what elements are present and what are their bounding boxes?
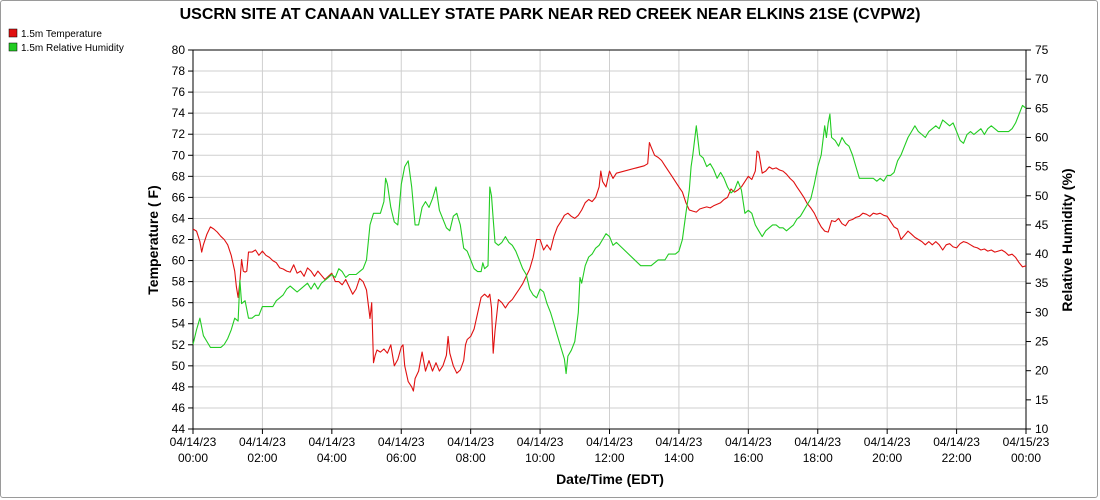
x-tick-time: 16:00 <box>733 451 763 465</box>
x-tick-date: 04/14/23 <box>933 435 980 449</box>
series-line-humidity <box>192 104 1027 375</box>
x-tick-time: 08:00 <box>456 451 486 465</box>
x-tick-time: 20:00 <box>872 451 902 465</box>
y2-tick-label: 10 <box>1035 422 1049 436</box>
y2-tick-label: 45 <box>1035 218 1049 232</box>
y-tick-label: 60 <box>172 254 186 268</box>
y2-tick-label: 30 <box>1035 305 1049 319</box>
x-axis-ticks: 04/14/23 00:00 04/14/23 02:00 04/14/23 04:00 0… <box>170 429 1050 465</box>
x-tick-date: 04/14/23 <box>378 435 425 449</box>
x-tick-date: 04/14/23 <box>447 435 494 449</box>
y2-tick-label: 25 <box>1035 335 1049 349</box>
y2-tick-label: 60 <box>1035 130 1049 144</box>
x-tick-time: 02:00 <box>247 451 277 465</box>
x-tick-date: 04/14/23 <box>864 435 911 449</box>
y-tick-label: 56 <box>172 296 186 310</box>
series-layer <box>192 104 1027 392</box>
legend-label-humidity: 1.5m Relative Humidity <box>21 43 124 54</box>
x-tick-time: 04:00 <box>317 451 347 465</box>
x-tick-time: 12:00 <box>594 451 624 465</box>
y-tick-label: 70 <box>172 148 186 162</box>
legend: 1.5m Temperature 1.5m Relative Humidity <box>8 28 124 54</box>
x-tick-date: 04/14/23 <box>794 435 841 449</box>
y-tick-label: 46 <box>172 401 186 415</box>
x-tick-time: 00:00 <box>1011 451 1041 465</box>
y-tick-label: 54 <box>172 317 186 331</box>
gridlines <box>192 49 1027 430</box>
x-tick-date: 04/14/23 <box>725 435 772 449</box>
legend-label-temperature: 1.5m Temperature <box>21 29 102 40</box>
y-tick-label: 62 <box>172 233 186 247</box>
y-axis-ticks: 44 46 48 50 52 54 56 58 60 62 64 66 68 70 72 74 76 78 80 <box>172 43 193 436</box>
y-tick-label: 68 <box>172 169 186 183</box>
y-axis-label: Temperature ( F) <box>145 185 161 294</box>
y-tick-label: 52 <box>172 338 186 352</box>
y-tick-label: 72 <box>172 127 186 141</box>
y2-tick-label: 65 <box>1035 101 1049 115</box>
y2-tick-label: 35 <box>1035 276 1049 290</box>
x-tick-date: 04/14/23 <box>170 435 217 449</box>
y2-tick-label: 70 <box>1035 72 1049 86</box>
y2-axis-ticks: 10 15 20 25 30 35 40 45 50 55 60 65 70 75 <box>1026 43 1049 436</box>
x-tick-time: 00:00 <box>178 451 208 465</box>
y2-axis-label: Relative Humidity (%) <box>1059 168 1075 311</box>
y-tick-label: 78 <box>172 64 186 78</box>
chart-title: USCRN SITE AT CANAAN VALLEY STATE PARK N… <box>180 6 921 23</box>
x-tick-date: 04/14/23 <box>586 435 633 449</box>
y2-tick-label: 40 <box>1035 247 1049 261</box>
y-tick-label: 58 <box>172 275 186 289</box>
y-tick-label: 48 <box>172 380 186 394</box>
y2-tick-label: 75 <box>1035 43 1049 57</box>
y-tick-label: 66 <box>172 190 186 204</box>
y-tick-label: 80 <box>172 43 186 57</box>
y2-tick-label: 55 <box>1035 160 1049 174</box>
y-tick-label: 50 <box>172 359 186 373</box>
y2-tick-label: 50 <box>1035 189 1049 203</box>
x-tick-time: 06:00 <box>386 451 416 465</box>
x-tick-time: 18:00 <box>803 451 833 465</box>
x-tick-date: 04/14/23 <box>656 435 703 449</box>
x-tick-time: 10:00 <box>525 451 555 465</box>
x-tick-time: 14:00 <box>664 451 694 465</box>
legend-swatch-temperature <box>8 28 18 38</box>
y-tick-label: 64 <box>172 211 186 225</box>
y-tick-label: 74 <box>172 106 186 120</box>
y2-tick-label: 15 <box>1035 393 1049 407</box>
x-tick-date: 04/14/23 <box>239 435 286 449</box>
y-tick-label: 76 <box>172 85 186 99</box>
y2-tick-label: 20 <box>1035 364 1049 378</box>
legend-swatch-humidity <box>8 42 18 52</box>
x-axis-label: Date/Time (EDT) <box>556 471 664 487</box>
y-tick-label: 44 <box>172 422 186 436</box>
x-tick-time: 22:00 <box>942 451 972 465</box>
x-tick-date: 04/14/23 <box>517 435 564 449</box>
series-line-temperature <box>192 142 1027 392</box>
x-tick-date: 04/14/23 <box>308 435 355 449</box>
x-tick-date: 04/15/23 <box>1003 435 1050 449</box>
